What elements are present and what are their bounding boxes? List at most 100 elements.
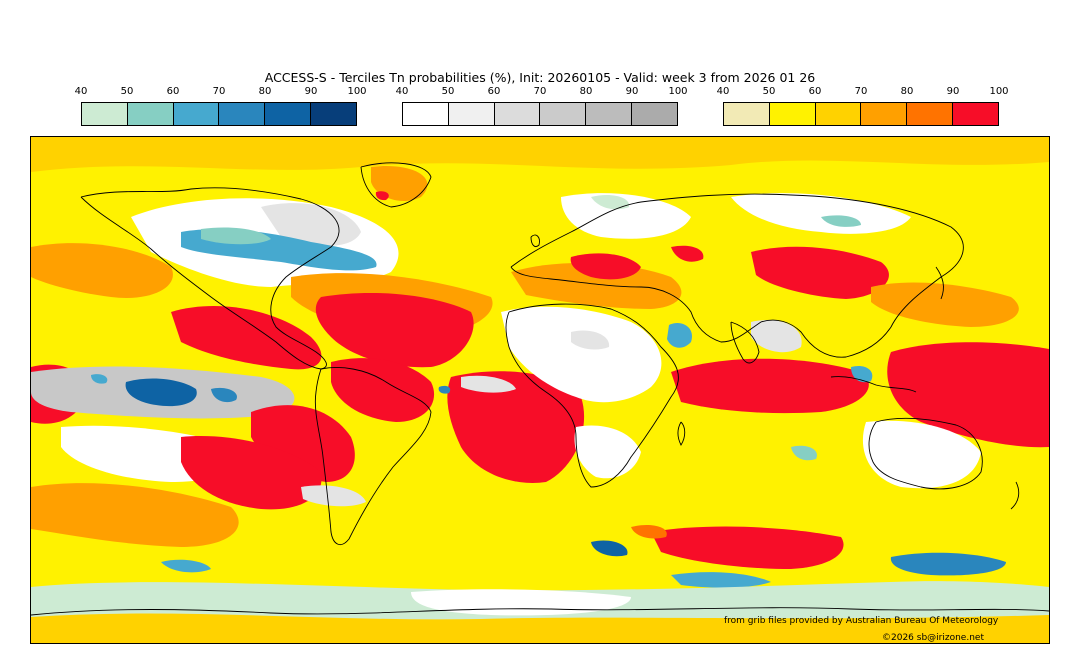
field-gold-top (31, 137, 1049, 172)
field-red-ural (671, 245, 704, 262)
colorbar-tick-label: 60 (166, 86, 180, 97)
colorbar-swatch (265, 103, 312, 125)
field-green-europe (591, 195, 630, 210)
colorbar-swatches (723, 102, 999, 126)
field-gray-india (751, 319, 802, 353)
coast-south-america (314, 367, 432, 546)
field-blue-southern-d (161, 559, 211, 573)
coast-new-zealand (1010, 481, 1020, 510)
field-blue-scs (851, 365, 873, 383)
field-gold-bottom (31, 613, 1049, 643)
world-map (30, 136, 1050, 644)
colorbar-tick-label: 80 (258, 86, 272, 97)
field-blue-gulf-guinea (438, 385, 451, 394)
field-orange-med (511, 262, 682, 309)
field-red-satl (447, 371, 585, 483)
colorbar-above-normal: 40 50 60 70 80 90 100 (717, 86, 1009, 128)
field-red-southern (651, 526, 844, 569)
field-orange-southern (631, 525, 667, 539)
field-blue-southern-c (671, 572, 771, 588)
field-gray-na (261, 203, 361, 246)
field-teal-siberia (821, 215, 861, 227)
colorbar-swatch (82, 103, 128, 125)
colorbar-swatch (448, 103, 495, 125)
field-white-siberia (731, 193, 911, 234)
colorbar-tick-label: 100 (989, 86, 1009, 97)
colorbar-tick-label: 40 (716, 86, 730, 97)
field-teal-australia (791, 445, 817, 461)
colorbar-tick-label: 80 (579, 86, 593, 97)
colorbar-below-normal: 40 50 60 70 80 90 100 (75, 86, 367, 128)
colorbar-tick-label: 80 (900, 86, 914, 97)
colorbar-swatch (586, 103, 633, 125)
field-red-wpac (887, 342, 1049, 448)
coast-australia (868, 417, 983, 490)
coast-uk (530, 234, 540, 248)
colorbar-tick-label: 90 (946, 86, 960, 97)
colorbar-ticks: 40 50 60 70 80 90 100 (717, 86, 1009, 98)
colorbar-swatches (402, 102, 678, 126)
field-white-africa (501, 306, 662, 403)
field-red-epac (171, 306, 322, 370)
coast-africa (505, 303, 679, 488)
colorbar-swatch (815, 103, 862, 125)
colorbar-swatch (724, 103, 770, 125)
colorbar-tick-label: 70 (533, 86, 547, 97)
colorbar-swatch (494, 103, 541, 125)
field-blue-ethiopia (667, 322, 692, 348)
colorbar-swatch (127, 103, 174, 125)
field-red-europe-east (570, 253, 641, 280)
colorbar-tick-label: 100 (668, 86, 688, 97)
field-red-amazon (331, 358, 435, 422)
field-white-australia (862, 420, 981, 489)
colorbar-tick-label: 90 (625, 86, 639, 97)
field-white-safrica (574, 425, 641, 479)
probability-field (31, 137, 1049, 643)
field-red-spac (181, 436, 322, 510)
colorbar-tick-label: 40 (395, 86, 409, 97)
coast-japan (935, 266, 944, 300)
colorbar-tick-label: 100 (347, 86, 367, 97)
colorbar-tick-label: 90 (304, 86, 318, 97)
field-white-antarctica (411, 589, 631, 616)
colorbar-tick-label: 60 (808, 86, 822, 97)
colorbar-swatch (540, 103, 587, 125)
colorbar-swatch (219, 103, 266, 125)
field-orange-wpac (871, 282, 1019, 327)
map-title: ACCESS-S - Terciles Tn probabilities (%)… (264, 70, 816, 85)
field-white-europe (561, 193, 691, 239)
coast-madagascar (677, 421, 686, 446)
field-blue-southern-b (890, 552, 1006, 576)
field-red-atlantic (315, 292, 474, 368)
colorbar-tick-label: 50 (441, 86, 455, 97)
field-blue-tpac-left (91, 374, 108, 384)
coast-indonesia (830, 376, 917, 393)
field-gray-spac (301, 485, 366, 507)
colorbar-near-normal: 40 50 60 70 80 90 100 (396, 86, 688, 128)
copyright-credit: ©2026 sb@irizone.net (882, 633, 984, 643)
colorbar-tick-label: 70 (212, 86, 226, 97)
coast-eurasia (510, 193, 964, 358)
field-red-indian (671, 358, 869, 414)
field-gray-sahara (571, 330, 610, 350)
field-blue-tpac (125, 378, 197, 407)
field-red-greenland (375, 191, 389, 201)
field-red-casia (751, 246, 889, 299)
colorbar-swatch (632, 103, 677, 125)
colorbar-tick-label: 70 (854, 86, 868, 97)
colorbar-swatch (173, 103, 220, 125)
colorbar-swatch (311, 103, 356, 125)
colorbar-ticks: 40 50 60 70 80 90 100 (75, 86, 367, 98)
colorbar-swatch (769, 103, 816, 125)
field-blue2-tpac (211, 387, 237, 403)
colorbar-tick-label: 50 (120, 86, 134, 97)
coast-antarctica (31, 607, 1049, 616)
colorbar-tick-label: 60 (487, 86, 501, 97)
field-orange-spac (31, 483, 239, 547)
coast-north-america (80, 187, 340, 370)
coast-india (730, 321, 760, 364)
field-blue-southern-a (591, 540, 628, 557)
colorbar-swatch (861, 103, 908, 125)
colorbar-swatch (403, 103, 449, 125)
colorbar-swatch (953, 103, 998, 125)
